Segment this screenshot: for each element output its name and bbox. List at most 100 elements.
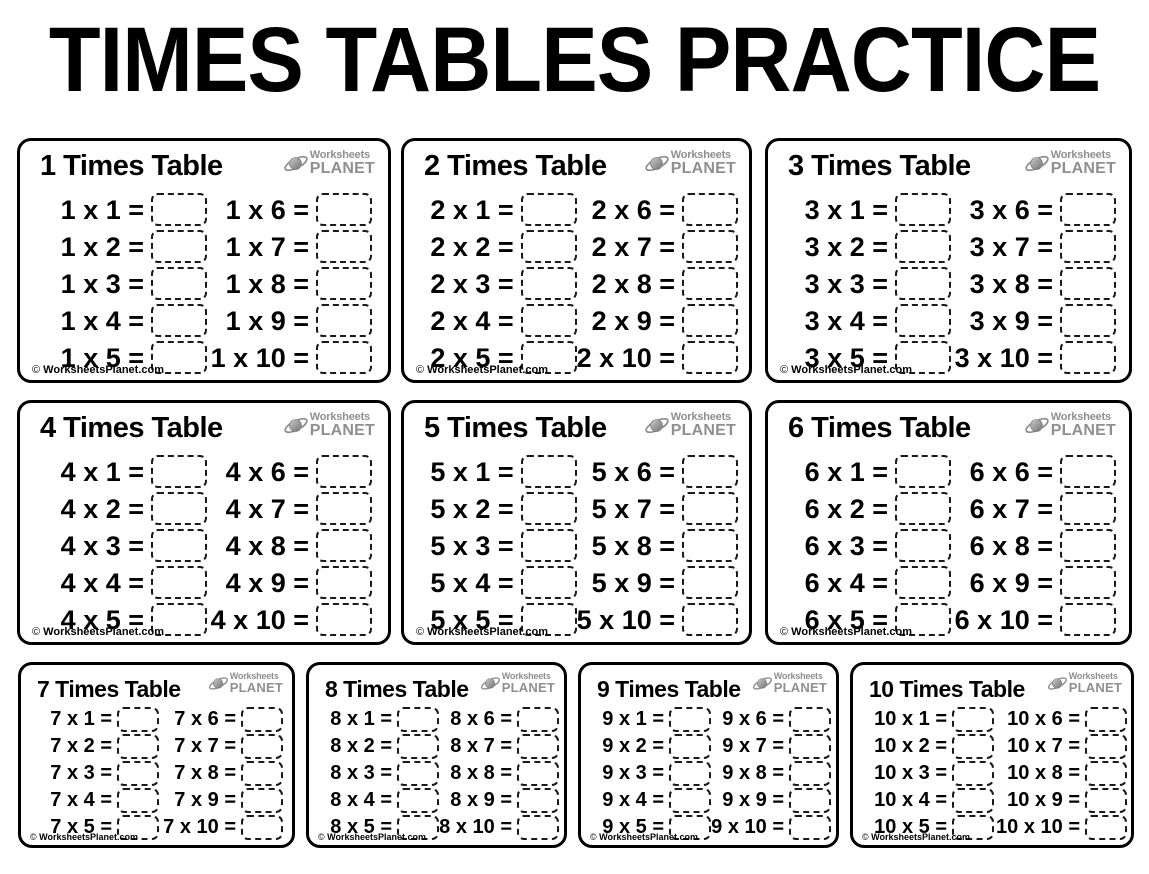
answer-box[interactable] (789, 787, 831, 813)
answer-box[interactable] (952, 814, 994, 840)
answer-box[interactable] (895, 193, 951, 226)
answer-box[interactable] (117, 760, 159, 786)
answer-box[interactable] (520, 304, 577, 337)
answer-box[interactable] (682, 193, 738, 226)
answer-box[interactable] (316, 193, 372, 226)
answer-box[interactable] (517, 787, 559, 813)
answer-box[interactable] (895, 529, 951, 562)
answer-box[interactable] (520, 193, 577, 226)
answer-box[interactable] (151, 341, 207, 374)
answer-box[interactable] (151, 566, 207, 599)
answer-box[interactable] (895, 566, 951, 599)
answer-box[interactable] (520, 455, 577, 488)
answer-box[interactable] (669, 814, 711, 840)
answer-box[interactable] (895, 304, 951, 337)
answer-box[interactable] (895, 492, 951, 525)
answer-box[interactable] (520, 566, 577, 599)
answer-box[interactable] (316, 341, 372, 374)
answer-box[interactable] (1085, 733, 1127, 759)
answer-box[interactable] (151, 529, 207, 562)
answer-box[interactable] (895, 267, 951, 300)
answer-box[interactable] (151, 193, 207, 226)
answer-box[interactable] (1085, 787, 1127, 813)
answer-box[interactable] (151, 230, 207, 263)
answer-box[interactable] (895, 455, 951, 488)
answer-box[interactable] (682, 566, 738, 599)
answer-box[interactable] (1060, 492, 1116, 525)
answer-box[interactable] (1060, 341, 1116, 374)
answer-box[interactable] (952, 706, 994, 732)
answer-box[interactable] (151, 455, 207, 488)
answer-box[interactable] (1085, 706, 1127, 732)
answer-box[interactable] (1060, 193, 1116, 226)
answer-box[interactable] (682, 230, 738, 263)
answer-box[interactable] (517, 760, 559, 786)
answer-box[interactable] (682, 603, 738, 636)
answer-box[interactable] (669, 787, 711, 813)
answer-box[interactable] (151, 603, 207, 636)
answer-box[interactable] (117, 787, 159, 813)
answer-box[interactable] (520, 267, 577, 300)
answer-box[interactable] (789, 706, 831, 732)
answer-box[interactable] (682, 267, 738, 300)
answer-box[interactable] (241, 814, 283, 840)
answer-box[interactable] (151, 304, 207, 337)
answer-box[interactable] (397, 760, 439, 786)
answer-box[interactable] (316, 455, 372, 488)
answer-box[interactable] (397, 814, 439, 840)
answer-box[interactable] (520, 529, 577, 562)
answer-box[interactable] (1085, 814, 1127, 840)
answer-box[interactable] (117, 706, 159, 732)
answer-box[interactable] (682, 529, 738, 562)
answer-box[interactable] (682, 492, 738, 525)
answer-box[interactable] (397, 706, 439, 732)
answer-box[interactable] (952, 760, 994, 786)
answer-box[interactable] (1060, 529, 1116, 562)
answer-box[interactable] (682, 455, 738, 488)
answer-box[interactable] (316, 566, 372, 599)
answer-box[interactable] (682, 341, 738, 374)
answer-box[interactable] (789, 733, 831, 759)
answer-box[interactable] (789, 814, 831, 840)
answer-box[interactable] (520, 603, 577, 636)
answer-box[interactable] (1060, 603, 1116, 636)
answer-box[interactable] (520, 230, 577, 263)
answer-box[interactable] (895, 603, 951, 636)
answer-box[interactable] (397, 733, 439, 759)
answer-box[interactable] (520, 341, 577, 374)
answer-box[interactable] (117, 733, 159, 759)
answer-box[interactable] (669, 733, 711, 759)
answer-box[interactable] (316, 492, 372, 525)
answer-box[interactable] (1085, 760, 1127, 786)
answer-box[interactable] (117, 814, 159, 840)
answer-box[interactable] (517, 733, 559, 759)
answer-box[interactable] (1060, 455, 1116, 488)
answer-box[interactable] (241, 787, 283, 813)
answer-box[interactable] (517, 706, 559, 732)
answer-box[interactable] (151, 267, 207, 300)
answer-box[interactable] (517, 814, 559, 840)
answer-box[interactable] (241, 733, 283, 759)
answer-box[interactable] (669, 706, 711, 732)
answer-box[interactable] (789, 760, 831, 786)
answer-box[interactable] (682, 304, 738, 337)
answer-box[interactable] (316, 304, 372, 337)
answer-box[interactable] (316, 529, 372, 562)
answer-box[interactable] (241, 706, 283, 732)
answer-box[interactable] (316, 603, 372, 636)
answer-box[interactable] (520, 492, 577, 525)
answer-box[interactable] (151, 492, 207, 525)
answer-box[interactable] (1060, 230, 1116, 263)
answer-box[interactable] (1060, 566, 1116, 599)
answer-box[interactable] (316, 230, 372, 263)
answer-box[interactable] (952, 733, 994, 759)
answer-box[interactable] (241, 760, 283, 786)
answer-box[interactable] (895, 230, 951, 263)
answer-box[interactable] (952, 787, 994, 813)
answer-box[interactable] (397, 787, 439, 813)
answer-box[interactable] (669, 760, 711, 786)
answer-box[interactable] (1060, 304, 1116, 337)
answer-box[interactable] (316, 267, 372, 300)
answer-box[interactable] (895, 341, 951, 374)
answer-box[interactable] (1060, 267, 1116, 300)
